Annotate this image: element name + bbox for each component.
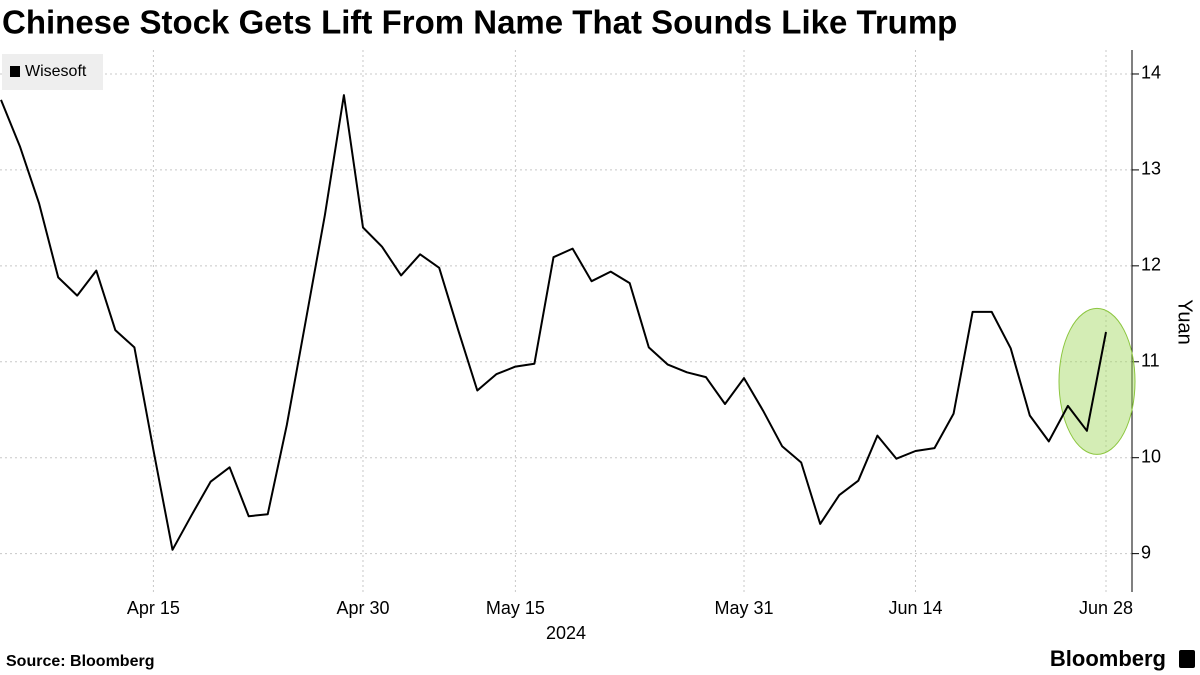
- y-tick-label: 13: [1141, 159, 1161, 179]
- chart-title: Chinese Stock Gets Lift From Name That S…: [2, 4, 957, 41]
- x-tick-label: May 15: [486, 598, 545, 618]
- x-tick-label: May 31: [715, 598, 774, 618]
- y-axis-label: Yuan: [1174, 299, 1196, 345]
- x-tick-label: Apr 15: [127, 598, 180, 618]
- y-tick-label: 14: [1141, 63, 1161, 83]
- brand: Bloomberg: [1050, 646, 1166, 671]
- y-tick-label: 12: [1141, 255, 1161, 275]
- line-series: [0, 94, 1107, 551]
- x-tick-label: Apr 30: [336, 598, 389, 618]
- y-tick-label: 10: [1141, 446, 1161, 466]
- y-tick-label: 9: [1141, 542, 1151, 562]
- x-year-label: 2024: [546, 623, 586, 643]
- legend-label: Wisesoft: [25, 63, 87, 80]
- y-tick-label: 11: [1141, 351, 1160, 371]
- x-tick-label: Jun 14: [888, 598, 942, 618]
- legend-swatch: [10, 66, 20, 77]
- source: Source: Bloomberg: [6, 653, 154, 670]
- x-tick-label: Jun 28: [1079, 598, 1133, 618]
- brand-icon: [1179, 650, 1195, 668]
